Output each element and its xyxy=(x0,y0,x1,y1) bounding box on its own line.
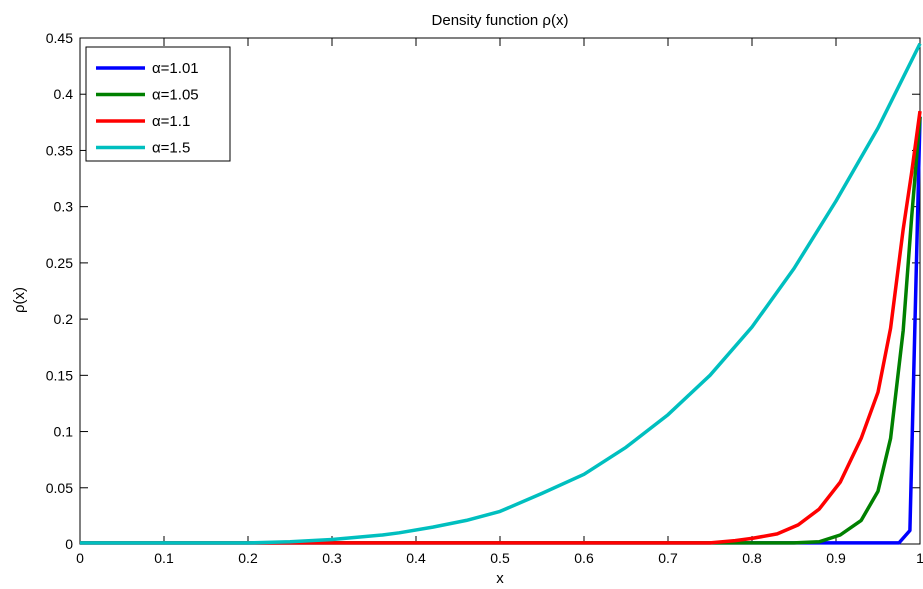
x-tick-labels: 0 0.1 0.2 0.3 0.4 0.5 0.6 0.7 0.8 0.9 1 xyxy=(76,550,923,566)
y-tick-label: 0 xyxy=(65,536,73,552)
y-tick-label: 0.35 xyxy=(46,142,73,158)
x-tick-label: 0.4 xyxy=(406,550,426,566)
legend-label-2: α=1.1 xyxy=(152,113,190,130)
y-tick-label: 0.1 xyxy=(54,424,74,440)
x-tick-label: 0.5 xyxy=(490,550,510,566)
legend-label-0: α=1.01 xyxy=(152,60,199,77)
x-tick-label: 0.8 xyxy=(742,550,762,566)
x-tick-label: 0.9 xyxy=(826,550,846,566)
legend: α=1.01 α=1.05 α=1.1 α=1.5 xyxy=(85,46,231,162)
y-tick-label: 0.05 xyxy=(46,480,73,496)
x-tick-label: 0.2 xyxy=(238,550,258,566)
legend-label-3: α=1.5 xyxy=(152,140,190,157)
series-lines xyxy=(80,42,922,545)
x-tick-label: 0.1 xyxy=(154,550,174,566)
legend-box xyxy=(85,46,231,162)
y-tick-label: 0.45 xyxy=(46,30,73,46)
y-tick-label: 0.3 xyxy=(54,199,74,215)
series-line-3 xyxy=(80,42,922,545)
y-tick-label: 0.4 xyxy=(54,86,74,102)
legend-label-1: α=1.05 xyxy=(152,87,199,104)
series-line-2 xyxy=(80,110,922,545)
x-tick-label: 0 xyxy=(76,550,84,566)
x-tick-label: 0.3 xyxy=(322,550,342,566)
x-tick-label: 0.6 xyxy=(574,550,594,566)
y-tick-labels: 0 0.05 0.1 0.15 0.2 0.25 0.3 0.35 0.4 0.45 xyxy=(46,30,73,552)
x-tick-label: 0.7 xyxy=(658,550,678,566)
x-axis-label: x xyxy=(496,570,504,587)
chart-title: Density function ρ(x) xyxy=(432,12,569,29)
y-tick-label: 0.2 xyxy=(54,311,74,327)
y-axis-label: ρ(x) xyxy=(11,287,28,313)
y-tick-label: 0.25 xyxy=(46,255,73,271)
y-tick-label: 0.15 xyxy=(46,367,73,383)
x-tick-label: 1 xyxy=(916,550,923,566)
